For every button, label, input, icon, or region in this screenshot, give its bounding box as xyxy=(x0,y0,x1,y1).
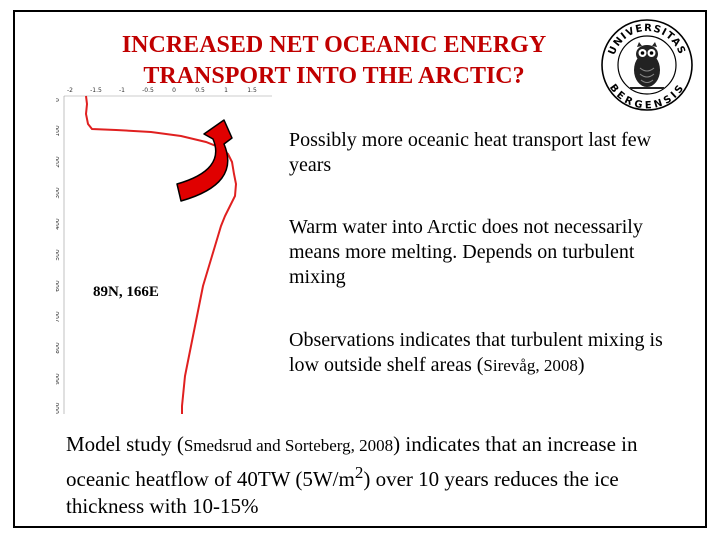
x-tick-label: 1 xyxy=(224,87,228,94)
x-tick-label: -2 xyxy=(67,87,73,94)
point-heat-transport: Possibly more oceanic heat transport las… xyxy=(289,129,652,176)
model-study-intro: Model study ( xyxy=(66,432,184,456)
y-tick-label: 100 xyxy=(56,125,61,137)
seal-outer-ring xyxy=(601,19,693,111)
observations-paren-open: ( xyxy=(476,354,484,376)
temperature-profile-plot: -2 -1.5 -1 -0.5 0 0.5 1 1.5 0 100 200 300 400 500 600… xyxy=(56,87,272,414)
x-tick-label: -1.5 xyxy=(90,87,102,94)
title-line-1: INCREASED NET OCEANIC ENERGY xyxy=(121,32,547,58)
slide-frame xyxy=(13,10,707,528)
y-tick-label: 600 xyxy=(56,280,61,292)
model-study-reference: Smedsrud and Sorteberg, 2008 xyxy=(183,436,394,455)
y-tick-label: 800 xyxy=(56,342,61,354)
observations-text: Observations indicates that turbulent mi… xyxy=(289,329,663,376)
y-tick-label: 200 xyxy=(56,156,61,168)
point-observations: Observations indicates that turbulent mi… xyxy=(289,328,689,378)
temperature-profile-line xyxy=(84,95,238,414)
y-tick-label: 0 xyxy=(56,98,61,102)
x-tick-label: 0 xyxy=(172,87,176,94)
y-tick-label: 700 xyxy=(56,311,61,323)
x-tick-label: -1 xyxy=(119,87,125,94)
point-warm-water: Warm water into Arctic does not necessar… xyxy=(289,216,643,288)
university-seal: UNIVERSITAS BERGENSIS xyxy=(601,19,693,112)
title-line-2: TRANSPORT INTO THE ARCTIC? xyxy=(143,63,525,89)
seal-inner-ring xyxy=(617,35,677,95)
observations-paren-close: ) xyxy=(577,354,585,376)
unit-exponent: 2 xyxy=(354,463,364,482)
curved-arrow-icon xyxy=(176,119,233,202)
model-study-text: Model study (Smedsrud and Sorteberg, 200… xyxy=(66,431,696,520)
x-tick-label: -0.5 xyxy=(142,87,154,94)
x-tick-label: 0.5 xyxy=(195,87,205,94)
y-tick-label: 900 xyxy=(56,373,61,385)
slide-title: INCREASED NET OCEANIC ENERGY TRANSPORT I… xyxy=(60,30,608,92)
y-tick-label: 300 xyxy=(56,187,61,199)
y-tick-label: 400 xyxy=(56,218,61,230)
owl-seal-icon xyxy=(630,42,664,89)
y-tick-label: 1000 xyxy=(56,402,61,414)
y-tick-label: 500 xyxy=(56,249,61,261)
station-label: 89N, 166E xyxy=(93,284,159,300)
x-tick-label: 1.5 xyxy=(247,87,257,94)
model-study-end: ) over 10 years reduces the ice thicknes… xyxy=(66,467,619,518)
observations-reference: Sirevåg, 2008 xyxy=(483,356,578,375)
model-study-middle: ) indicates that an increase in oceanic … xyxy=(66,432,638,491)
